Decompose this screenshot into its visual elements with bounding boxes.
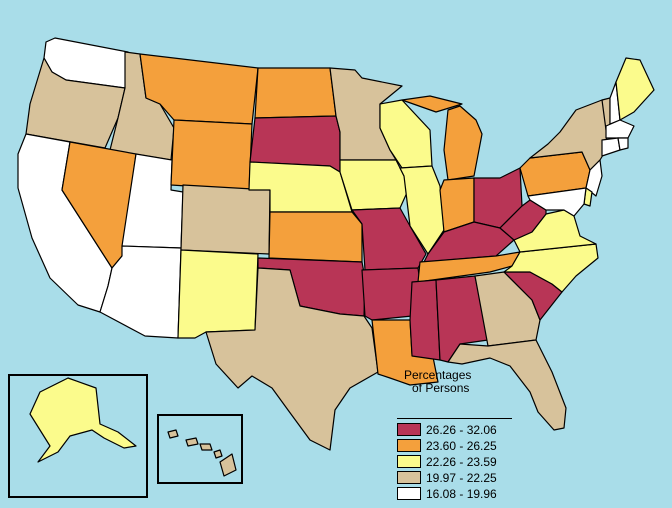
state-me (615, 57, 655, 121)
state-ri (617, 137, 629, 151)
legend-label: 16.08 - 19.96 (426, 486, 497, 501)
state-ks (268, 211, 363, 263)
alaska-inset (8, 374, 148, 498)
state-ma (605, 119, 635, 139)
state-wy (170, 119, 253, 191)
state-ct (601, 137, 621, 157)
legend-item: 16.08 - 19.96 (397, 486, 511, 501)
state-co (180, 184, 271, 255)
legend-label: 22.26 - 23.59 (426, 454, 497, 469)
legend-title: Percentages of Persons (404, 369, 504, 395)
state-md (527, 187, 587, 217)
legend-item: 26.26 - 32.06 (397, 422, 511, 437)
state-tx (205, 267, 379, 451)
state-fl (447, 339, 567, 431)
legend-swatch (397, 471, 421, 484)
legend-swatch (397, 487, 421, 500)
state-ms (409, 279, 441, 361)
state-ia (339, 159, 411, 211)
state-nj (585, 159, 603, 197)
state-mo (351, 207, 427, 271)
legend-swatch (397, 439, 421, 452)
legend-item: 22.26 - 23.59 (397, 454, 511, 469)
legend-swatch (397, 455, 421, 468)
legend-item: 19.97 - 22.25 (397, 470, 511, 485)
state-ak (29, 377, 137, 463)
legend-label: 23.60 - 26.25 (426, 438, 497, 453)
state-nd (254, 67, 337, 119)
legend-label: 26.26 - 32.06 (426, 422, 497, 437)
legend-rows: 26.26 - 32.06 23.60 - 26.25 22.26 - 23.5… (397, 422, 511, 502)
state-mi (401, 95, 483, 181)
legend-title-line1: Percentages (404, 368, 472, 382)
state-hi (167, 429, 237, 477)
legend-item: 23.60 - 26.25 (397, 438, 511, 453)
legend-divider (397, 418, 512, 419)
state-wv (499, 199, 547, 241)
legend-title-line2: of Persons (412, 381, 470, 395)
hawaii-inset (157, 414, 243, 484)
state-nm (177, 249, 259, 339)
legend-label: 19.97 - 22.25 (426, 470, 497, 485)
legend-swatch (397, 423, 421, 436)
